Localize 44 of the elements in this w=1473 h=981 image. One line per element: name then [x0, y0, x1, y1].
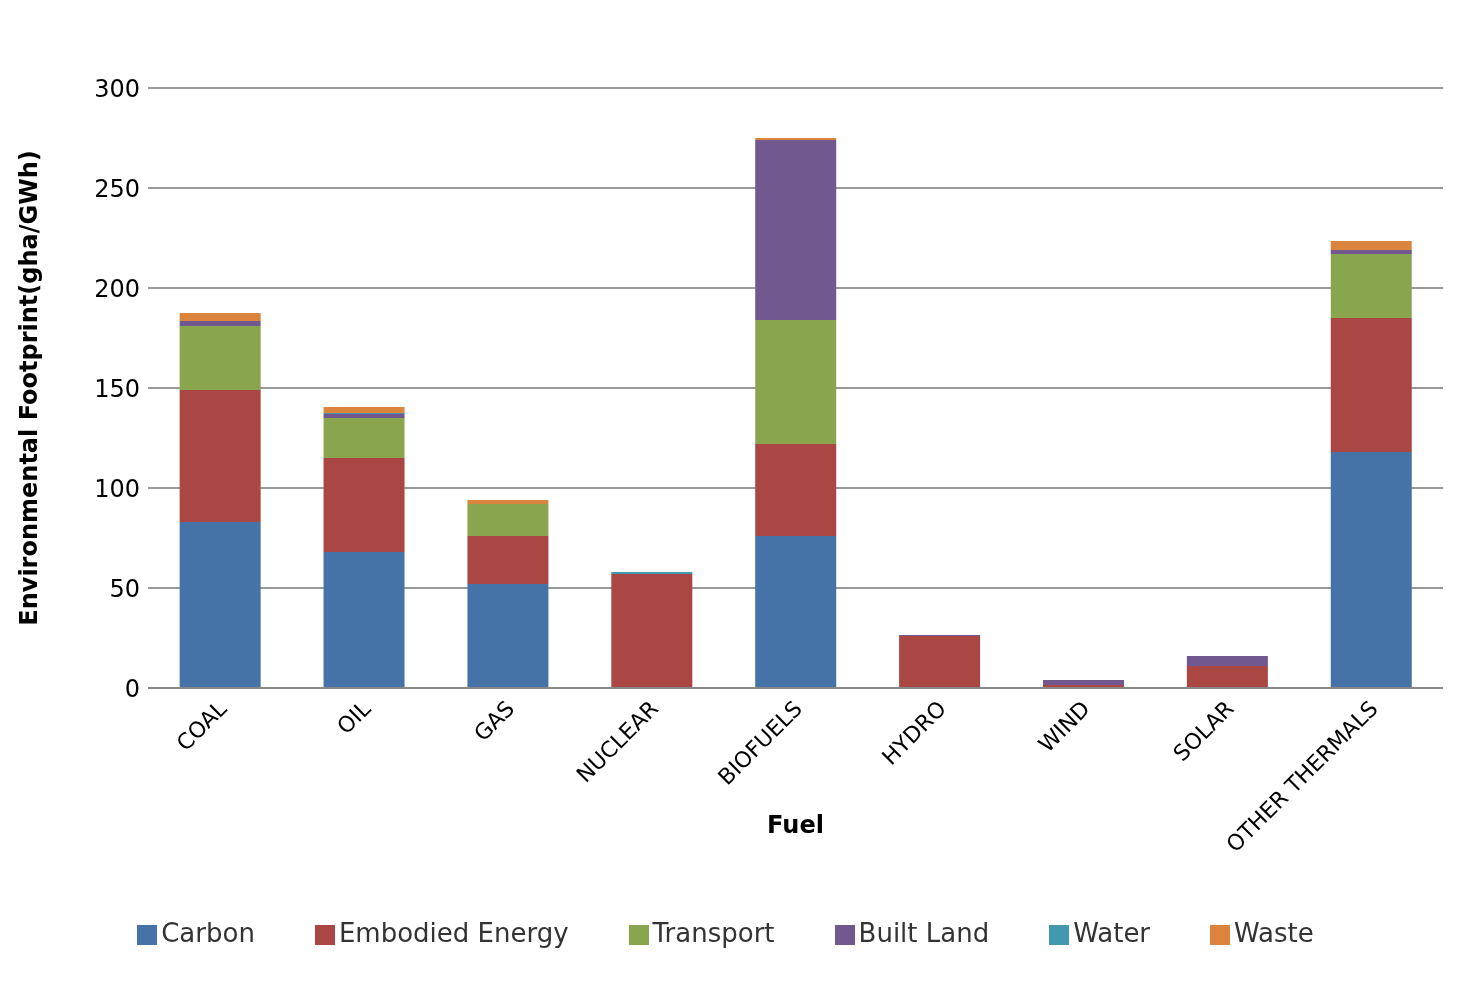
y-tick-label: 50 [109, 574, 140, 603]
bar [1330, 318, 1412, 452]
bar [755, 320, 837, 444]
bar [1330, 241, 1412, 250]
bar [755, 536, 837, 688]
legend-label: Carbon [161, 918, 255, 948]
legend-label: Embodied Energy [338, 918, 569, 948]
y-tick-label: 250 [94, 174, 140, 203]
bar [179, 321, 261, 326]
bar [1330, 254, 1412, 318]
legend-label: Water [1073, 918, 1151, 948]
x-axis-title: Fuel [767, 811, 824, 839]
y-tick-label: 100 [94, 474, 140, 503]
bar [179, 326, 261, 390]
bar [1330, 452, 1412, 688]
legend-label: Built Land [858, 918, 990, 948]
bar [467, 500, 549, 504]
bar [179, 313, 261, 321]
bar [323, 458, 405, 552]
bar [323, 407, 405, 413]
bar [467, 584, 549, 688]
bar [755, 140, 837, 320]
x-tick-label: OIL [332, 695, 376, 740]
legend-label: Transport [652, 918, 775, 948]
y-tick-label: 150 [94, 374, 140, 403]
bar [1186, 656, 1268, 666]
bar [323, 552, 405, 688]
bar [755, 444, 837, 536]
bar [1186, 666, 1268, 688]
bar [323, 418, 405, 458]
bar [1330, 250, 1412, 254]
bar [611, 574, 693, 688]
bar [179, 522, 261, 688]
legend-label: Waste [1234, 918, 1314, 948]
bar [323, 414, 405, 418]
y-tick-label: 0 [124, 674, 140, 703]
bar [1042, 680, 1124, 685]
bar [467, 504, 549, 536]
y-tick-label: 200 [94, 274, 140, 303]
y-axis-title: Environmental Footprint(gha/GWh) [14, 150, 43, 626]
bar [467, 536, 549, 584]
bar [179, 390, 261, 522]
bar [899, 636, 981, 688]
y-tick-label: 300 [94, 74, 140, 103]
